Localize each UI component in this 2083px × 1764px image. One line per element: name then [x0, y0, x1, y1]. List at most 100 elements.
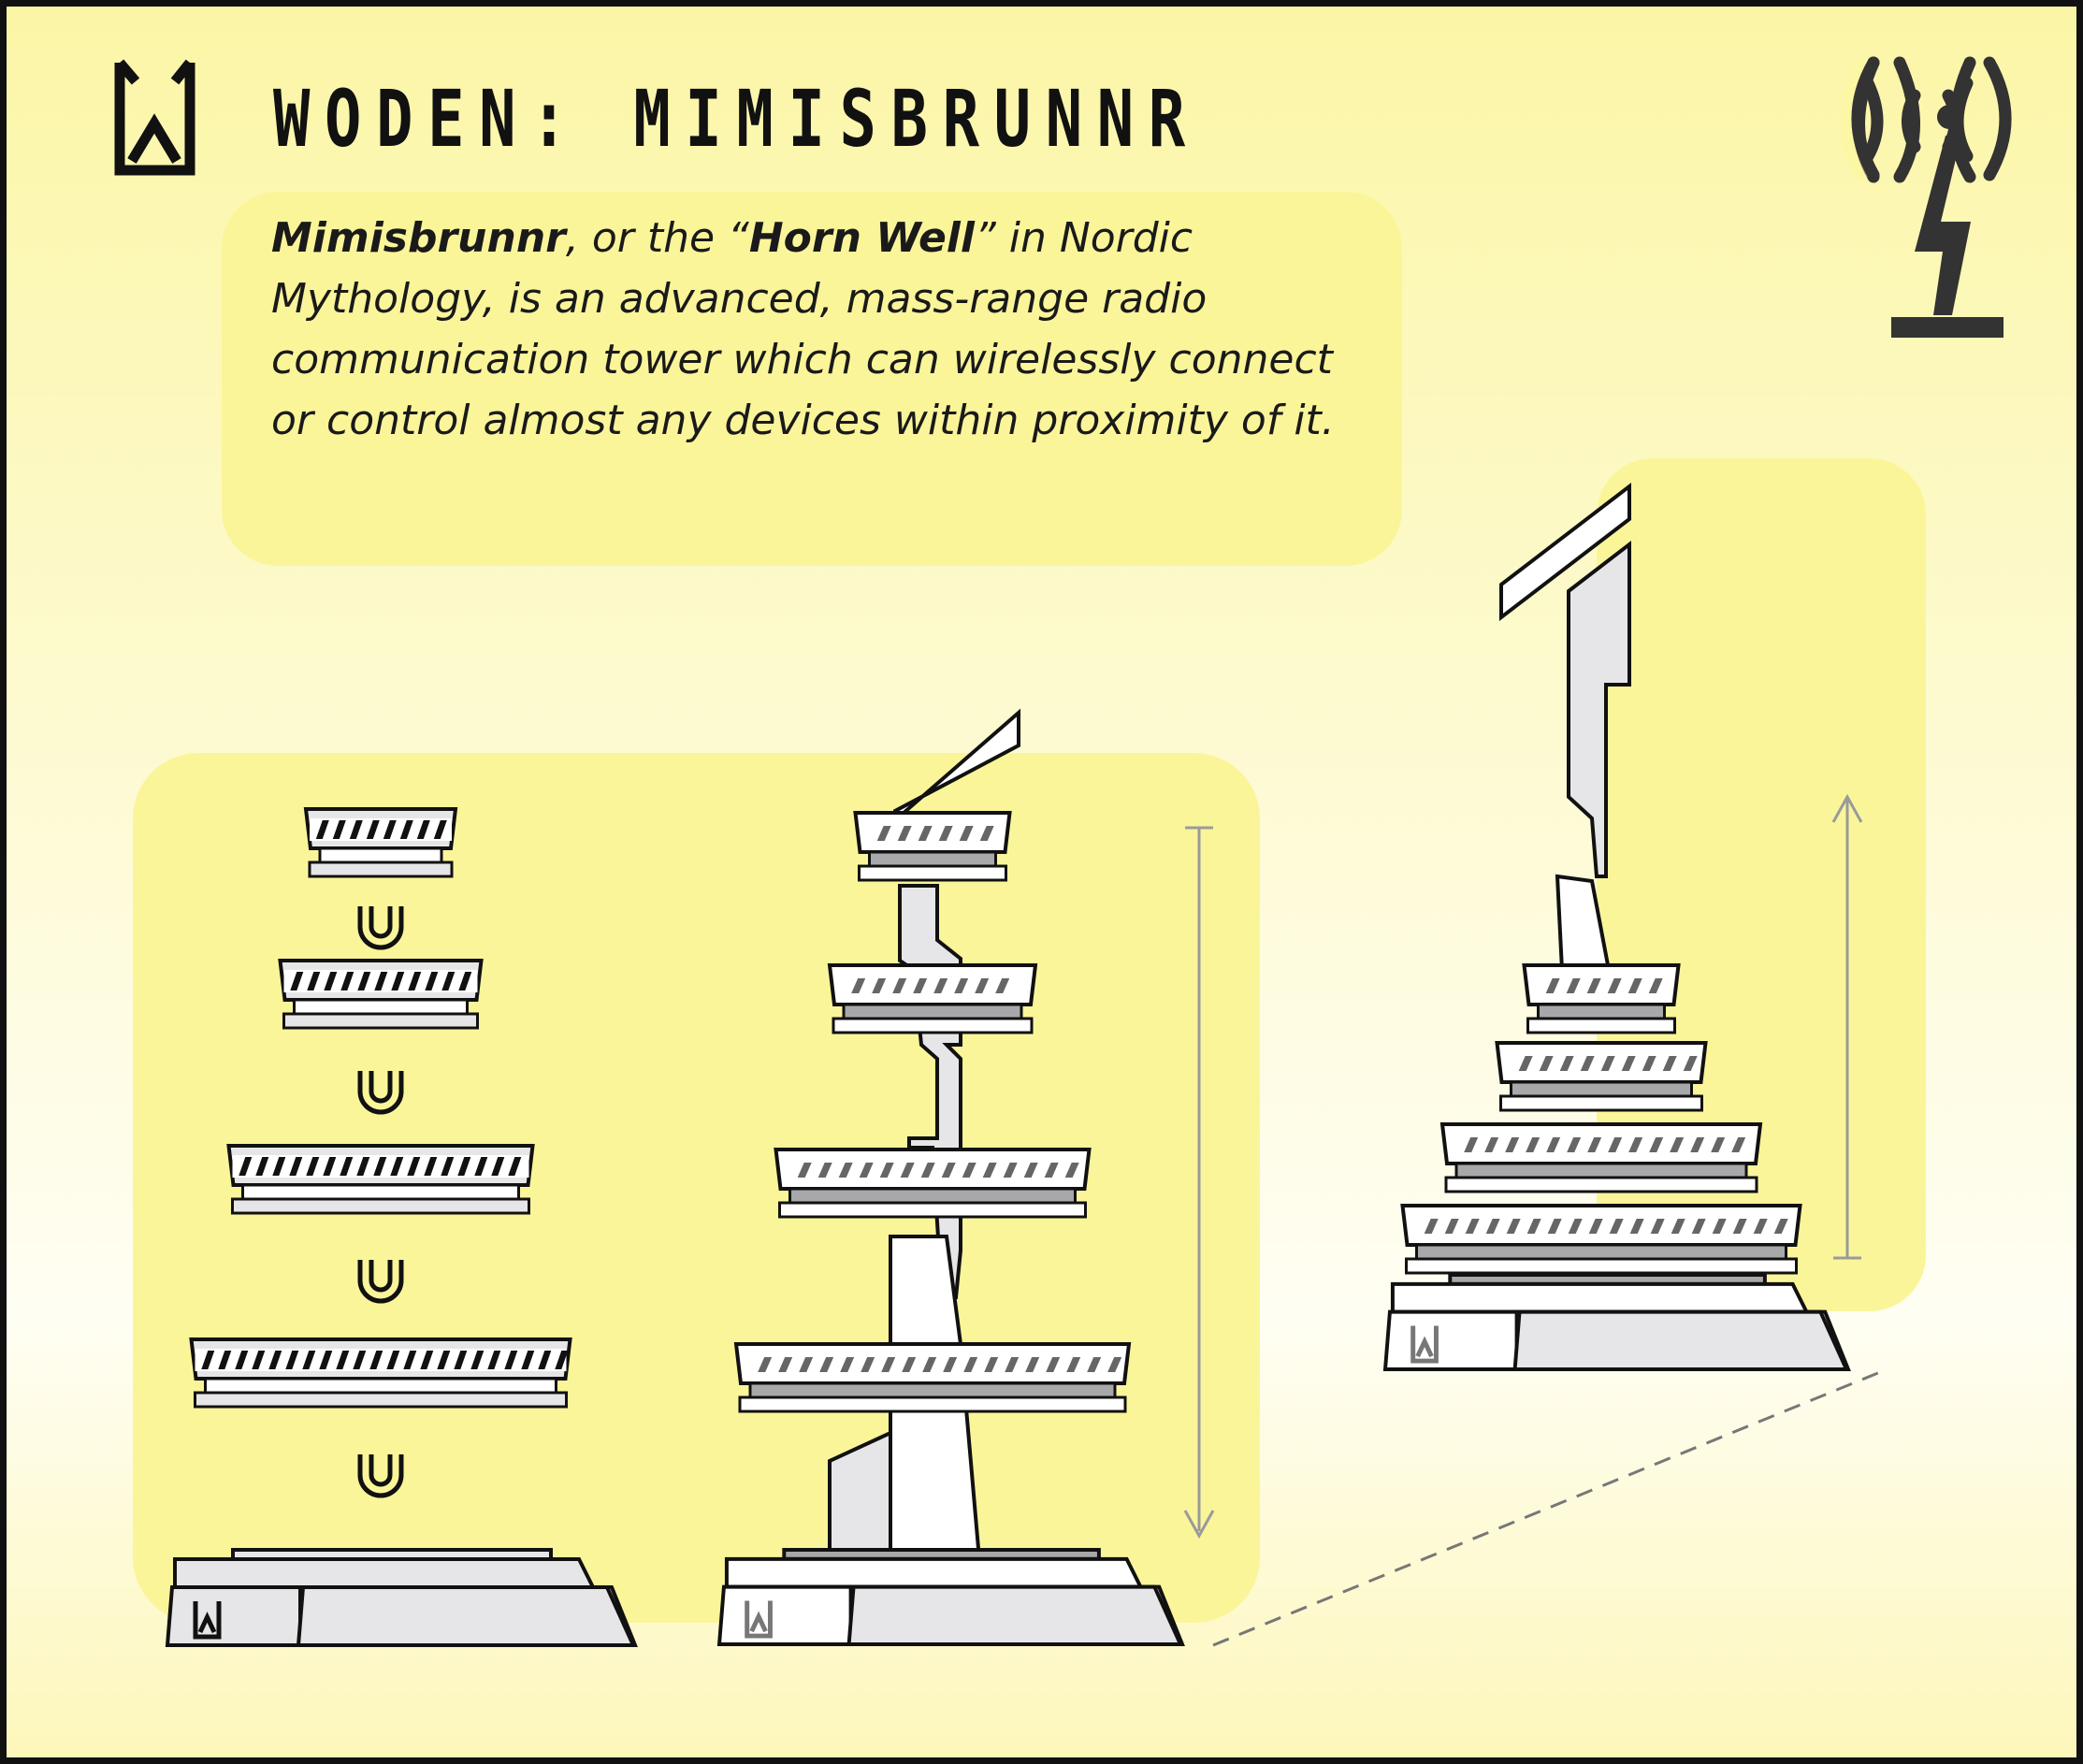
compact-ring-2	[1495, 1041, 1708, 1112]
ring-hatch	[457, 1157, 471, 1176]
ring-hatch	[799, 1357, 814, 1372]
ring-hatch	[555, 1351, 569, 1369]
ring-hatch	[1683, 1056, 1698, 1071]
exploded-ring-3	[226, 1144, 535, 1215]
compact-ring-1	[1522, 963, 1681, 1034]
ring-hatch	[933, 978, 948, 993]
ring-hatch	[474, 1157, 488, 1176]
ring-hatch	[407, 1157, 421, 1176]
ring-hatch	[938, 826, 953, 841]
ring-collar	[788, 1187, 1077, 1205]
ring-hatch	[408, 972, 422, 990]
ring-base-plate	[231, 1197, 530, 1215]
ring-hatch	[336, 1351, 350, 1369]
ring-hatch	[1044, 1163, 1059, 1178]
ring-hatch	[508, 1157, 522, 1176]
ring-hatch	[1691, 1219, 1706, 1234]
ring-hatch	[943, 1357, 958, 1372]
ring-hatch	[1712, 1219, 1727, 1234]
extended-height-arrow	[1183, 826, 1215, 1540]
ring-hatch	[1518, 1056, 1533, 1071]
exploded-ring-4	[189, 1337, 572, 1409]
ring-hatch	[1559, 1056, 1574, 1071]
assembled-tower-view	[716, 708, 1185, 1646]
ring-hatch	[1546, 1137, 1561, 1152]
base-upper-step	[724, 1556, 1144, 1589]
ring-hatch	[369, 1351, 383, 1369]
ring-hatch	[1485, 1219, 1500, 1234]
ring-hatch	[1005, 1357, 1020, 1372]
magnet-inner	[369, 906, 393, 939]
ring-hatch	[900, 1163, 915, 1178]
ring-hatch	[1545, 978, 1560, 993]
ring-hatch	[902, 1357, 917, 1372]
ring-collar	[1537, 1003, 1666, 1020]
ring-hatch	[897, 826, 912, 841]
description-part-1: , or the “	[565, 214, 749, 262]
base-left-block	[1382, 1309, 1522, 1371]
ring-collar	[204, 1377, 557, 1395]
ring-hatch	[383, 820, 397, 839]
ring-hatch	[1424, 1219, 1439, 1234]
assembled-ring-2	[827, 963, 1038, 1034]
ring-cap	[1495, 1041, 1708, 1084]
ring-hatch	[1732, 1219, 1747, 1234]
ring-hatch	[218, 1351, 232, 1369]
ring-hatch	[959, 826, 974, 841]
ring-hatch	[1773, 1219, 1788, 1234]
ring-hatch	[235, 1351, 249, 1369]
ring-hatch	[922, 1357, 937, 1372]
base-front-panel	[296, 1585, 637, 1647]
ring-hatch	[861, 1357, 875, 1372]
ring-hatch	[491, 1157, 505, 1176]
ring-hatch	[315, 820, 329, 839]
exploded-base	[165, 1548, 638, 1647]
assembled-ring-4	[733, 1342, 1132, 1413]
ring-hatch	[1003, 1163, 1018, 1178]
ring-hatch	[1465, 1219, 1480, 1234]
ring-hatch	[1046, 1357, 1061, 1372]
ring-hatch	[323, 1157, 337, 1176]
ring-hatch	[819, 1357, 834, 1372]
magnet-outer	[357, 1454, 404, 1498]
ring-hatch	[1064, 1163, 1079, 1178]
ring-hatch	[403, 1351, 417, 1369]
ring-hatch	[1607, 978, 1622, 993]
magnet-icon	[357, 1071, 404, 1115]
ring-hatch	[1567, 1137, 1582, 1152]
ring-hatch	[252, 1351, 266, 1369]
base-front-panel	[846, 1584, 1184, 1646]
ring-collar	[748, 1381, 1117, 1399]
ring-cap	[1522, 963, 1681, 1006]
exploded-ring-2	[278, 959, 484, 1030]
term-horn-well: Horn Well	[748, 214, 975, 262]
ring-band	[310, 818, 452, 841]
ring-hatch	[1107, 1357, 1122, 1372]
ring-hatch	[239, 1157, 253, 1176]
ring-collar	[241, 1183, 520, 1201]
ring-hatch	[995, 978, 1010, 993]
ring-hatch	[1662, 1056, 1677, 1071]
ring-hatch	[521, 1351, 535, 1369]
ring-hatch	[441, 972, 456, 990]
ring-cap	[827, 963, 1038, 1006]
ring-hatch	[758, 1357, 773, 1372]
ring-hatch	[1670, 1137, 1685, 1152]
ring-cap	[774, 1148, 1092, 1191]
ring-hatch	[1087, 1357, 1102, 1372]
ring-hatch	[504, 1351, 518, 1369]
ring-hatch	[1650, 1219, 1665, 1234]
ring-collar	[318, 846, 443, 864]
mast-column	[1567, 540, 1631, 878]
ring-hatch	[255, 1157, 269, 1176]
ring-hatch	[1642, 1056, 1656, 1071]
ring-hatch	[353, 1351, 367, 1369]
description-panel	[222, 192, 1402, 566]
base-left-block	[165, 1585, 306, 1647]
mast-antenna-arm	[1499, 482, 1631, 622]
magnet-outer	[357, 906, 404, 950]
ring-collar	[868, 850, 997, 868]
ring-base-plate	[1444, 1176, 1758, 1193]
ring-hatch	[838, 1163, 853, 1178]
magnet-inner	[369, 1260, 393, 1293]
